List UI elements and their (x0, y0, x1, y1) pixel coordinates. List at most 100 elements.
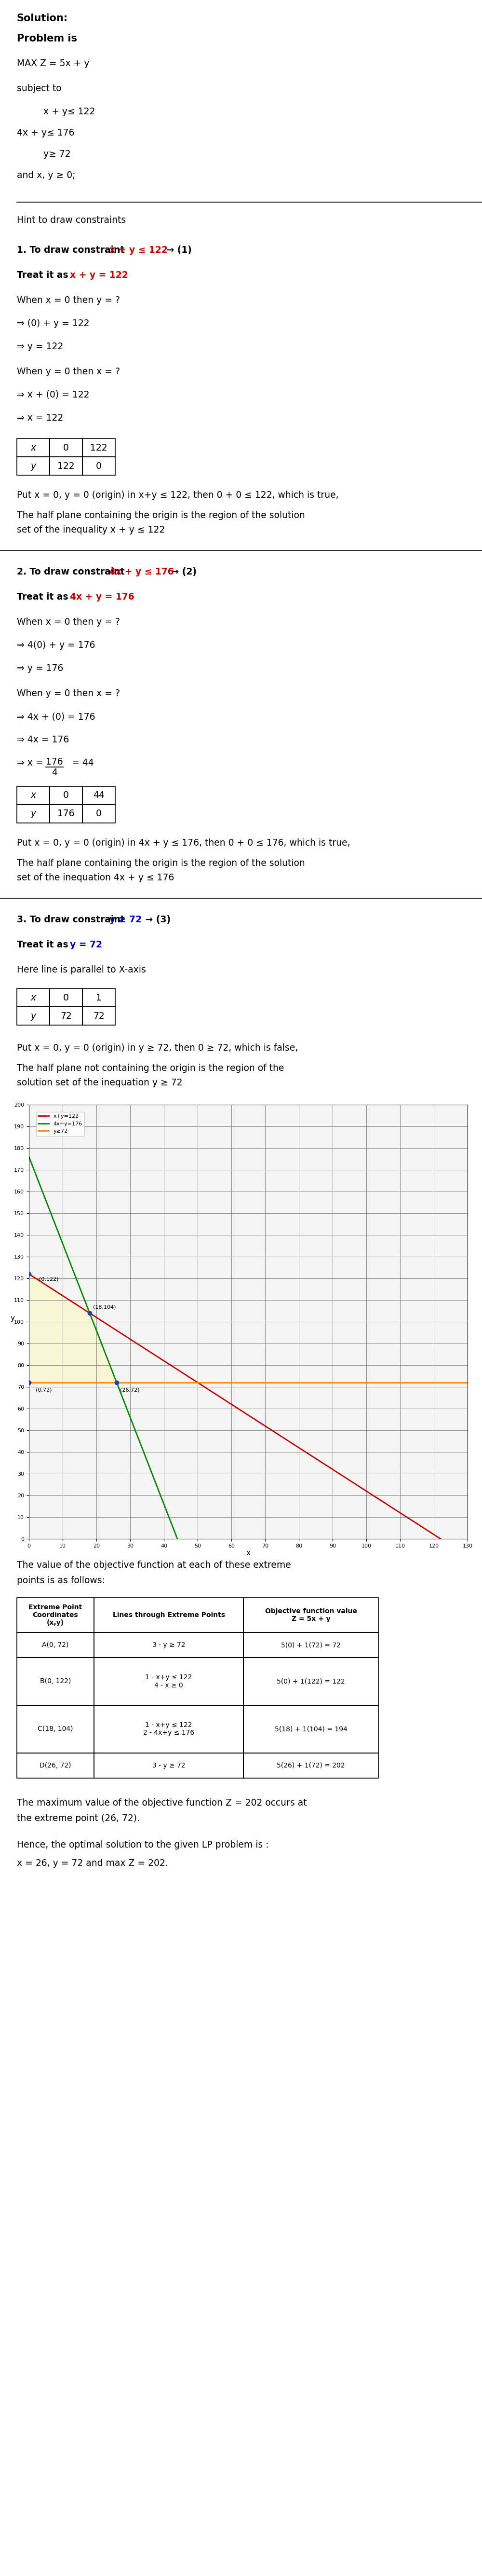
Bar (17, 1007, 50, 1025)
Text: x + y≤ 122: x + y≤ 122 (43, 108, 95, 116)
Text: 44: 44 (93, 791, 105, 801)
Text: C(18, 104): C(18, 104) (38, 1726, 73, 1734)
Text: 0: 0 (96, 461, 102, 471)
Bar (50, 456, 82, 474)
Bar (82, 438, 115, 456)
4x+y=176 (376, 2043, 382, 2074)
4x+y=176 (203, 1597, 209, 1628)
Text: 2. To draw constraint: 2. To draw constraint (17, 567, 128, 577)
4x+y=176 (71, 1257, 77, 1288)
X-axis label: x: x (246, 1551, 251, 1556)
Text: D(26, 72): D(26, 72) (40, 1762, 71, 1770)
Bar (94, 1633, 243, 1656)
Text: (26,72): (26,72) (120, 1388, 140, 1391)
Text: 122: 122 (90, 443, 107, 453)
Text: ⇒ 4(0) + y = 176: ⇒ 4(0) + y = 176 (17, 641, 95, 649)
Text: 5(0) + 1(122) = 122: 5(0) + 1(122) = 122 (277, 1677, 345, 1685)
y≥72 (26, 1368, 32, 1399)
Text: When y = 0 then x = ?: When y = 0 then x = ? (17, 688, 120, 698)
x+y=122 (465, 1540, 470, 1571)
Polygon shape (29, 1275, 117, 1383)
Bar (17, 1752, 94, 1777)
4x+y=176 (26, 1141, 32, 1172)
Text: → (1): → (1) (163, 245, 192, 255)
Text: 176: 176 (46, 757, 63, 768)
Text: Put x = 0, y = 0 (origin) in 4x + y ≤ 176, then 0 + 0 ≤ 176, which is true,: Put x = 0, y = 0 (origin) in 4x + y ≤ 17… (17, 837, 350, 848)
Bar (243, 1752, 378, 1777)
Text: Treat it as: Treat it as (17, 940, 71, 951)
Text: and x, y ≥ 0;: and x, y ≥ 0; (17, 170, 75, 180)
Text: = 44: = 44 (69, 757, 94, 768)
Text: 176: 176 (57, 809, 75, 819)
Text: 72: 72 (60, 1012, 72, 1020)
Bar (94, 1656, 243, 1705)
Text: Treat it as: Treat it as (17, 592, 71, 603)
y≥72 (368, 1368, 374, 1399)
Text: (18,104): (18,104) (93, 1306, 116, 1309)
Text: ⇒ x =: ⇒ x = (17, 757, 46, 768)
x+y=122 (219, 1383, 225, 1414)
Text: → (2): → (2) (168, 567, 197, 577)
Text: x = 26, y = 72 and max Z = 202.: x = 26, y = 72 and max Z = 202. (17, 1857, 168, 1868)
Text: x + y = 122: x + y = 122 (70, 270, 128, 281)
y≥72 (219, 1368, 225, 1399)
Bar (243, 1656, 378, 1705)
x+y=122 (203, 1373, 209, 1404)
Text: When x = 0 then y = ?: When x = 0 then y = ? (17, 618, 120, 626)
y≥72 (465, 1368, 470, 1399)
Bar (50, 1007, 82, 1025)
Text: y: y (30, 1012, 36, 1020)
Text: 5(26) + 1(72) = 202: 5(26) + 1(72) = 202 (277, 1762, 345, 1770)
Text: → (3): → (3) (142, 914, 171, 925)
Text: (0,72): (0,72) (36, 1388, 52, 1391)
Text: 0: 0 (63, 992, 69, 1002)
Text: (0,122): (0,122) (39, 1278, 59, 1280)
Text: the extreme point (26, 72).: the extreme point (26, 72). (17, 1814, 140, 1824)
4x+y=176 (219, 1638, 225, 1669)
x+y=122 (71, 1288, 77, 1319)
Text: y: y (30, 809, 36, 819)
4x+y=176 (465, 2269, 470, 2300)
Bar (17, 989, 50, 1007)
Bar (50, 438, 82, 456)
Text: y ≥ 72: y ≥ 72 (109, 914, 142, 925)
Legend: x+y=122, 4x+y=176, y≥72: x+y=122, 4x+y=176, y≥72 (36, 1113, 84, 1136)
Text: The value of the objective function at each of these extreme: The value of the objective function at e… (17, 1561, 291, 1569)
Text: Solution:: Solution: (17, 13, 68, 23)
y≥72 (327, 1368, 333, 1399)
y≥72 (376, 1368, 382, 1399)
4x+y=176 (368, 2022, 374, 2053)
Text: points is as follows:: points is as follows: (17, 1577, 105, 1584)
Text: 1 - x+y ≤ 122
2 - 4x+y ≤ 176: 1 - x+y ≤ 122 2 - 4x+y ≤ 176 (143, 1721, 194, 1736)
Text: ⇒ (0) + y = 122: ⇒ (0) + y = 122 (17, 319, 90, 327)
Text: y = 72: y = 72 (70, 940, 102, 951)
Bar (243, 1597, 378, 1633)
Text: set of the inequality x + y ≤ 122: set of the inequality x + y ≤ 122 (17, 526, 165, 533)
Text: The half plane containing the origin is the region of the solution: The half plane containing the origin is … (17, 510, 305, 520)
Text: 1. To draw constraint: 1. To draw constraint (17, 245, 128, 255)
y≥72 (203, 1368, 209, 1399)
Bar (243, 1633, 378, 1656)
Text: x: x (30, 992, 36, 1002)
Text: Hint to draw constraints: Hint to draw constraints (17, 216, 126, 224)
Text: ⇒ x = 122: ⇒ x = 122 (17, 412, 63, 422)
Text: y≥ 72: y≥ 72 (43, 149, 71, 160)
Text: ⇒ 4x = 176: ⇒ 4x = 176 (17, 734, 69, 744)
Text: 5(18) + 1(104) = 194: 5(18) + 1(104) = 194 (275, 1726, 347, 1734)
Text: 122: 122 (57, 461, 75, 471)
4x+y=176 (327, 1917, 333, 1947)
Bar (17, 1705, 94, 1752)
Bar (17, 1656, 94, 1705)
Text: ⇒ x + (0) = 122: ⇒ x + (0) = 122 (17, 389, 90, 399)
Text: 5(0) + 1(72) = 72: 5(0) + 1(72) = 72 (281, 1641, 341, 1649)
Text: When x = 0 then y = ?: When x = 0 then y = ? (17, 296, 120, 304)
Bar (17, 1633, 94, 1656)
Text: solution set of the inequation y ≥ 72: solution set of the inequation y ≥ 72 (17, 1079, 182, 1087)
Text: subject to: subject to (17, 85, 62, 93)
Bar (17, 1597, 94, 1633)
Bar (17, 804, 50, 822)
Bar (82, 1007, 115, 1025)
Text: 3 - y ≥ 72: 3 - y ≥ 72 (152, 1641, 185, 1649)
Bar (17, 456, 50, 474)
x+y=122 (368, 1479, 374, 1510)
